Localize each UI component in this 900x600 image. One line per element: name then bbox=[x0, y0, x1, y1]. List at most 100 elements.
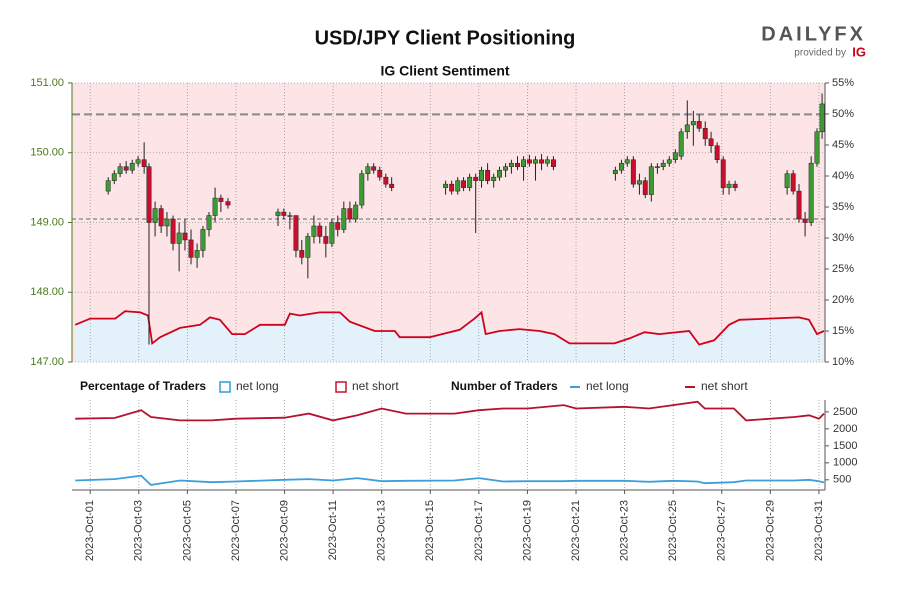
candle-body bbox=[624, 159, 630, 164]
candle-body bbox=[814, 131, 820, 164]
traders-panel: 2023-Oct-01 2023-Oct-03 2023-Oct-05 2023-Oc… bbox=[72, 400, 857, 561]
candle-body bbox=[347, 208, 353, 220]
y2-tick-label: 55% bbox=[832, 77, 854, 89]
x-tick-label: 2023-Oct-27 bbox=[716, 500, 728, 561]
candle-body bbox=[111, 173, 117, 181]
candle-body bbox=[365, 166, 371, 174]
x-tick-label: 2023-Oct-25 bbox=[667, 500, 679, 561]
x-tick-label: 2023-Oct-13 bbox=[376, 500, 388, 561]
candle-body bbox=[164, 218, 170, 227]
candle-body bbox=[105, 180, 111, 192]
x-tick-label: 2023-Oct-19 bbox=[521, 500, 533, 561]
candle-body bbox=[690, 121, 696, 126]
candle-body bbox=[796, 190, 802, 220]
candle-body bbox=[539, 159, 544, 164]
candle-body bbox=[212, 197, 218, 216]
x-tick-label: 2023-Oct-29 bbox=[764, 500, 776, 561]
candle-body bbox=[672, 152, 678, 160]
y2-tick-label: 15% bbox=[832, 325, 854, 337]
candle-body bbox=[371, 166, 377, 171]
y2-tick-label: 50% bbox=[832, 108, 854, 120]
x-tick-label: 2023-Oct-15 bbox=[424, 500, 436, 561]
candle-body bbox=[359, 173, 365, 206]
candle-body bbox=[200, 229, 206, 251]
y-tick-label: 147.00 bbox=[30, 356, 64, 368]
candle-body bbox=[341, 208, 347, 230]
net-long-percentage-line bbox=[74, 310, 825, 346]
candle-body bbox=[194, 250, 200, 258]
y2-tick-label: 30% bbox=[832, 232, 854, 244]
y-tick-label: 150.00 bbox=[30, 147, 64, 159]
candle-body bbox=[479, 169, 484, 181]
legend-title: Number of Traders bbox=[451, 379, 558, 393]
brand-name: DAILYFX bbox=[761, 23, 866, 45]
y-tick-label: 1000 bbox=[833, 457, 857, 469]
brand-provided-by: provided by bbox=[794, 48, 846, 59]
x-tick-label: 2023-Oct-01 bbox=[84, 500, 96, 561]
candle-body bbox=[117, 166, 123, 174]
candle-body bbox=[158, 208, 164, 227]
y2-tick-label: 40% bbox=[832, 170, 854, 182]
x-tick-label: 2023-Oct-03 bbox=[133, 500, 145, 561]
net-long-area bbox=[75, 311, 825, 362]
candle-body bbox=[305, 236, 311, 258]
candle-body bbox=[152, 208, 158, 223]
legend: Percentage of Traders net long net short Nu… bbox=[80, 379, 748, 393]
candle-body bbox=[299, 250, 305, 258]
y2-tick-label: 10% bbox=[832, 356, 854, 368]
y2-tick-label: 25% bbox=[832, 263, 854, 275]
candle-body bbox=[666, 159, 672, 164]
candle-body bbox=[323, 236, 329, 244]
candle-body bbox=[533, 159, 538, 164]
legend-label: net short bbox=[352, 379, 399, 393]
candle-body bbox=[353, 204, 359, 220]
y-tick-label: 1500 bbox=[833, 440, 857, 452]
candle-body bbox=[281, 211, 287, 216]
traders-line bbox=[75, 474, 825, 486]
candle-body bbox=[335, 222, 341, 230]
candle-body bbox=[630, 159, 636, 185]
legend-swatch bbox=[219, 381, 231, 393]
candle-body bbox=[654, 166, 660, 168]
x-tick-label: 2023-Oct-17 bbox=[473, 500, 485, 561]
candle-body bbox=[732, 183, 738, 188]
candle-body bbox=[123, 166, 129, 171]
y2-tick-label: 45% bbox=[832, 139, 854, 151]
candle-body bbox=[790, 173, 796, 192]
candle-body bbox=[311, 225, 317, 237]
x-tick-label: 2023-Oct-21 bbox=[570, 500, 582, 561]
candle-body bbox=[526, 159, 532, 164]
y-tick-label: 500 bbox=[833, 474, 851, 486]
x-tick-label: 2023-Oct-11 bbox=[327, 500, 339, 560]
candle-body bbox=[317, 225, 323, 237]
candle-body bbox=[225, 201, 231, 206]
y-tick-label: 2000 bbox=[833, 423, 857, 435]
candle-body bbox=[708, 138, 714, 147]
candle-body bbox=[176, 232, 182, 244]
candle-body bbox=[443, 183, 449, 188]
candle-body bbox=[808, 162, 814, 223]
legend-label: net short bbox=[701, 379, 748, 393]
candle-body bbox=[696, 121, 702, 129]
candle-body bbox=[660, 162, 666, 167]
y-tick-label: 149.00 bbox=[30, 216, 64, 228]
legend-title: Percentage of Traders bbox=[80, 379, 206, 393]
candle-body bbox=[141, 159, 147, 167]
x-tick-label: 2023-Oct-09 bbox=[278, 500, 290, 561]
x-tick-label: 2023-Oct-07 bbox=[230, 500, 242, 561]
legend-swatch bbox=[335, 381, 347, 393]
candle-body bbox=[714, 145, 720, 160]
candle-body bbox=[550, 159, 556, 167]
candle-body bbox=[449, 183, 455, 192]
y-tick-label: 151.00 bbox=[30, 77, 64, 89]
candle-body bbox=[521, 159, 527, 167]
legend-label: net long bbox=[236, 379, 279, 393]
candle-body bbox=[702, 128, 708, 140]
candle-body bbox=[515, 162, 520, 167]
chart-subtitle: IG Client Sentiment bbox=[380, 63, 509, 79]
y2-tick-label: 20% bbox=[832, 294, 854, 306]
candle-body bbox=[146, 166, 152, 223]
candle-body bbox=[329, 222, 335, 244]
price-panel: 147.00 148.00 149.00 150.00 151.00 10% 15% 20% 2… bbox=[30, 77, 854, 368]
candle-body bbox=[218, 197, 224, 202]
